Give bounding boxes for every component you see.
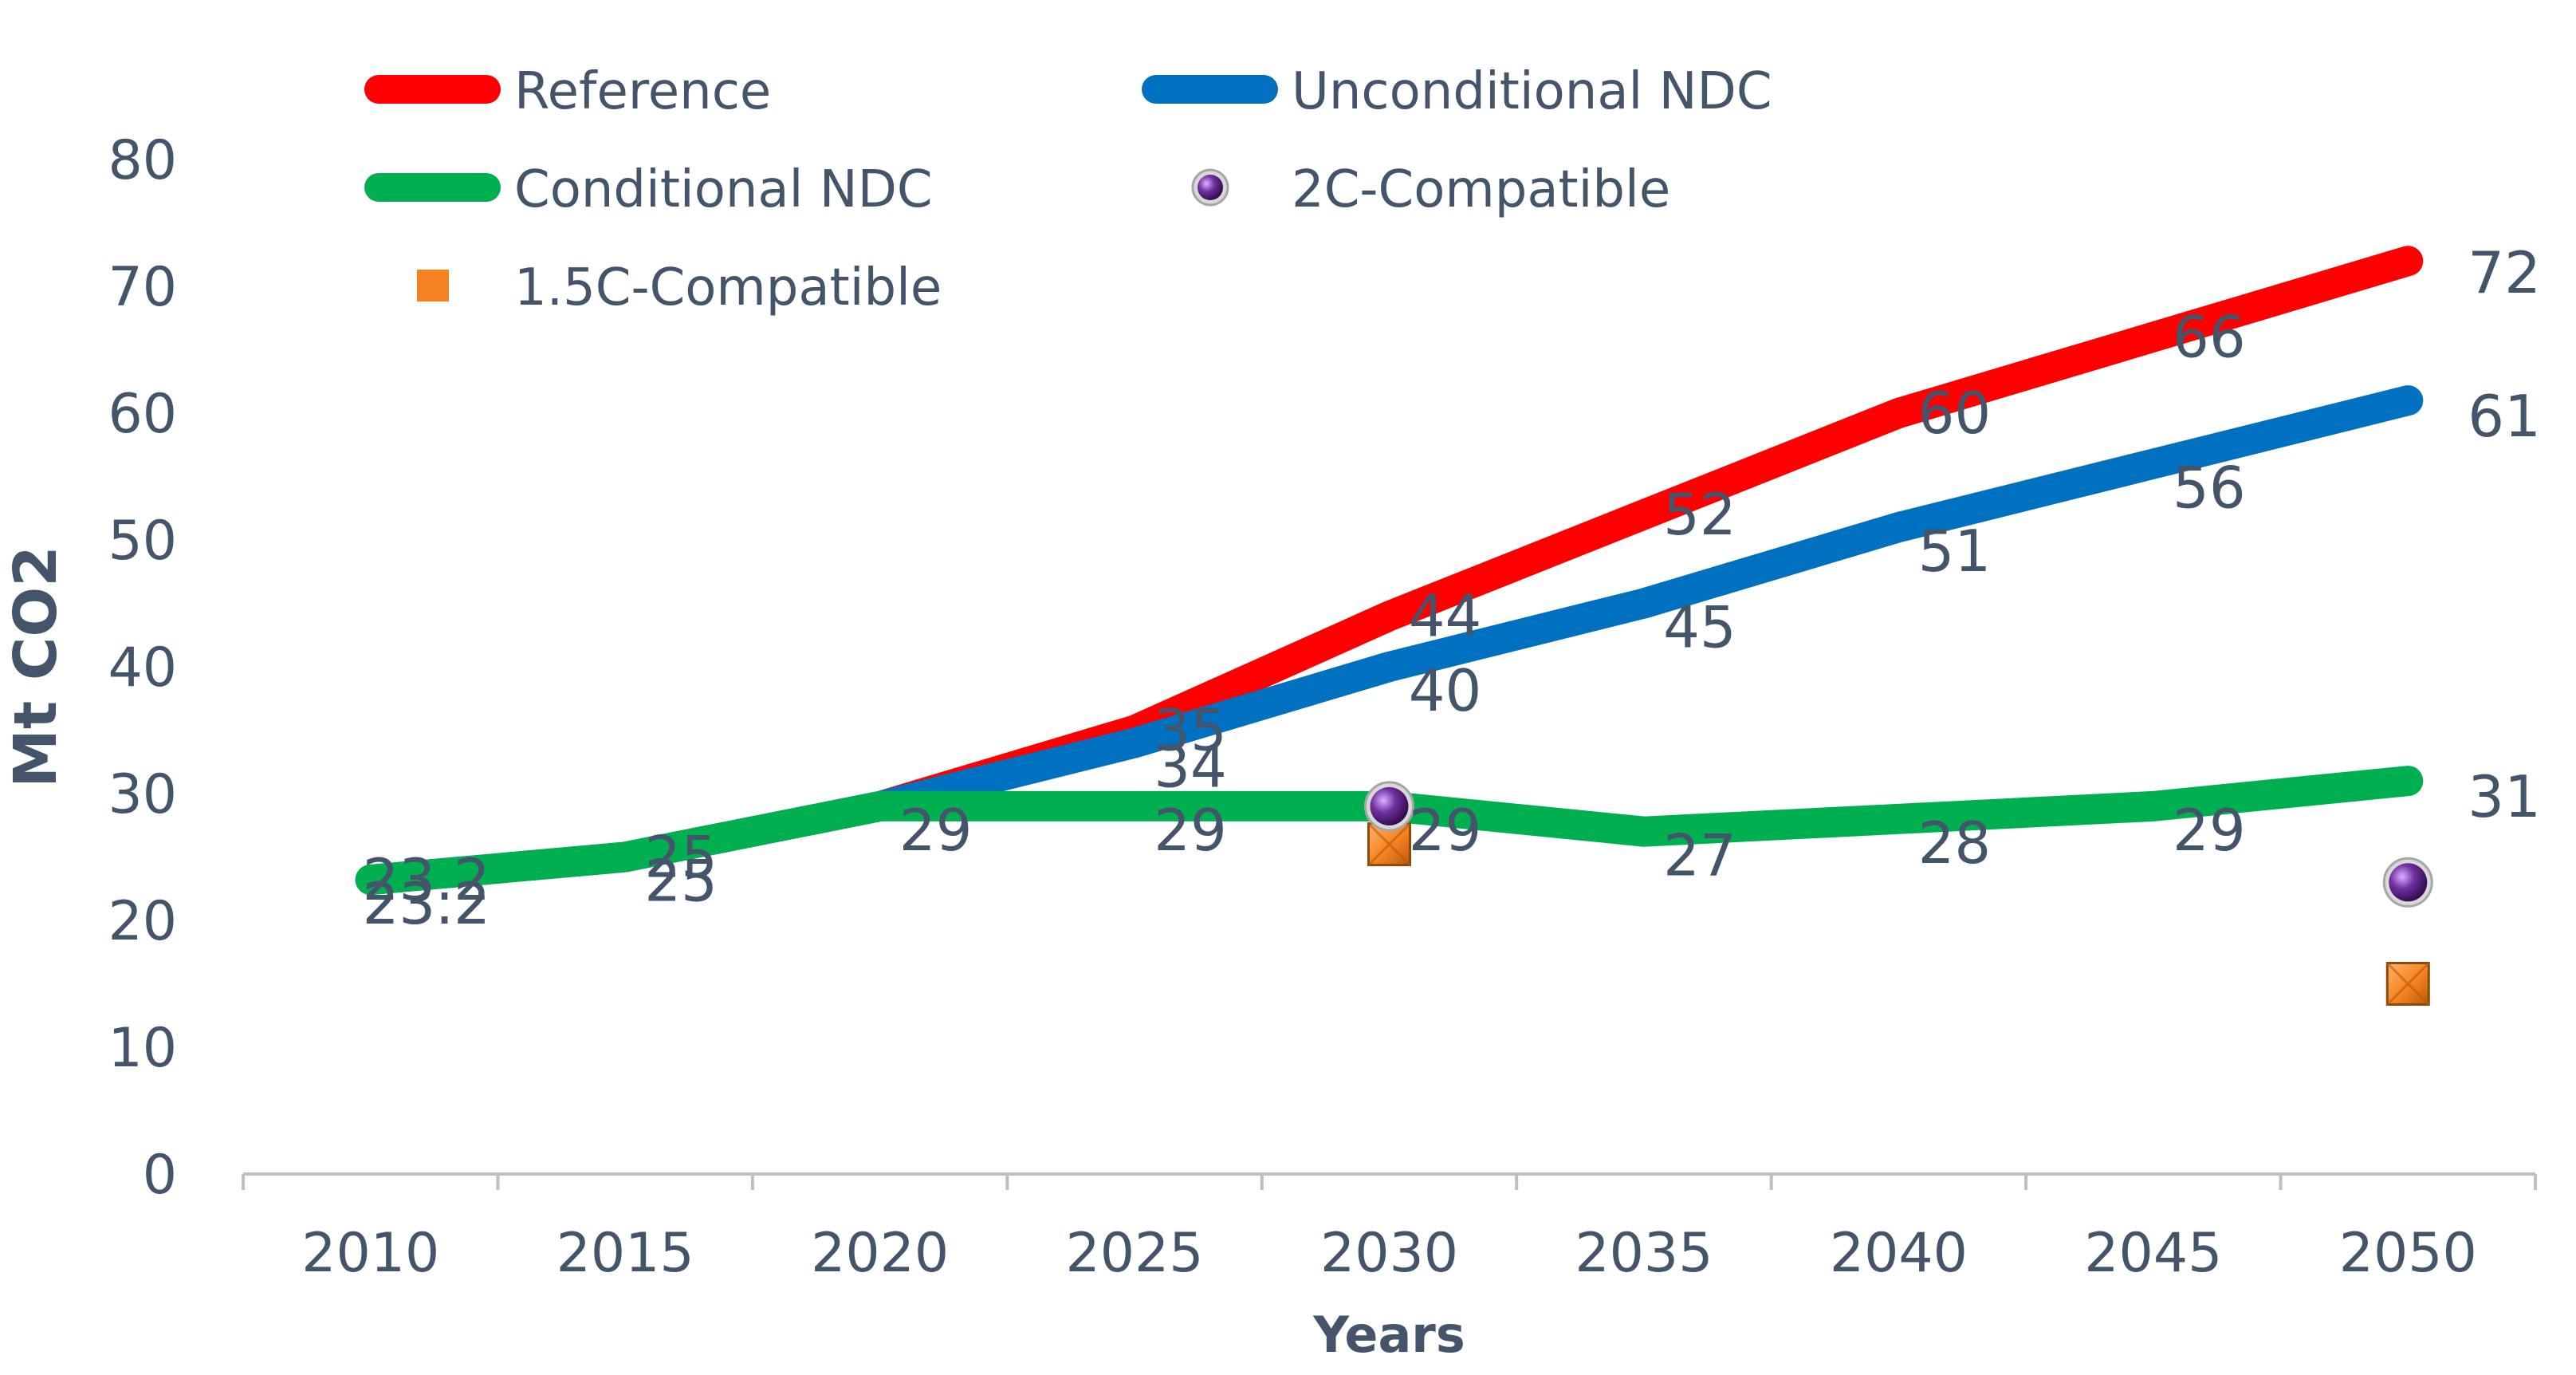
markers-group [1364, 781, 2433, 1006]
data-label: 35 [1154, 697, 1227, 764]
legend-item-unconditional-ndc: Unconditional NDC [1142, 62, 1772, 121]
data-label: 56 [2173, 455, 2246, 522]
marker-2c-compatible [2389, 863, 2428, 902]
data-label: 29 [2173, 797, 2246, 864]
data-label: 60 [1918, 380, 1992, 447]
legend-label: Conditional NDC [514, 160, 933, 219]
data-label: 44 [1409, 582, 1482, 649]
legend-item-conditional-ndc: Conditional NDC [364, 160, 933, 219]
y-tick-label: 40 [108, 636, 177, 699]
legend-label: Unconditional NDC [1292, 62, 1772, 121]
data-label: 25 [644, 848, 718, 915]
data-label: 52 [1663, 481, 1736, 548]
axes-group: 2010 2015 2020 2025 2030 2035 2040 2045 20500102… [2, 129, 2537, 1364]
data-label: 51 [1918, 518, 1992, 585]
legend-label: Reference [514, 62, 771, 121]
y-tick-label: 30 [108, 763, 177, 826]
data-label: 27 [1663, 822, 1736, 889]
marker-1-5c-compatible-bevel [2386, 962, 2430, 1006]
data-label: 40 [1409, 657, 1482, 724]
y-tick-label: 20 [108, 890, 177, 953]
data-label: 72 [2468, 239, 2541, 306]
marker-2c-compatible [1370, 786, 1409, 825]
x-tick-label: 2015 [556, 1222, 694, 1285]
data-label: 61 [2468, 383, 2541, 450]
legend-label: 2C-Compatible [1292, 160, 1670, 219]
legend: Reference Unconditional NDC Conditional ND… [364, 62, 1772, 317]
x-tick-label: 2010 [301, 1222, 439, 1285]
y-tick-label: 80 [108, 129, 177, 192]
y-tick-label: 60 [108, 383, 177, 446]
legend-swatch [417, 270, 449, 301]
x-tick-label: 2040 [1830, 1222, 1968, 1285]
legend-item-reference: Reference [364, 62, 771, 121]
data-label: 29 [1409, 797, 1482, 864]
y-tick-label: 50 [108, 510, 177, 573]
x-tick-label: 2050 [2339, 1222, 2477, 1285]
legend-label: 1.5C-Compatible [514, 258, 942, 317]
x-tick-label: 2045 [2084, 1222, 2222, 1285]
x-tick-label: 2020 [811, 1222, 949, 1285]
data-label: 29 [1154, 797, 1227, 864]
data-label: 31 [2468, 763, 2541, 830]
legend-swatch [1198, 175, 1223, 200]
data-label: 45 [1663, 594, 1736, 661]
y-tick-label: 10 [108, 1017, 177, 1080]
y-tick-label: 70 [108, 256, 177, 319]
y-tick-label: 0 [143, 1144, 177, 1207]
marker-1-5c-compatible-bevel [1367, 822, 1411, 866]
y-axis-title: Mt CO2 [2, 546, 70, 787]
data-label: 66 [2173, 304, 2246, 371]
x-tick-label: 2030 [1320, 1222, 1458, 1285]
data-label: 25 [644, 848, 718, 915]
data-label: 28 [1918, 810, 1992, 877]
data-label: 25 [644, 824, 718, 891]
x-tick-label: 2025 [1066, 1222, 1204, 1285]
legend-item-1-5c-compatible: 1.5C-Compatible [417, 258, 942, 317]
x-axis-title: Years [1312, 1306, 1465, 1364]
data-label: 23.2 [363, 870, 490, 937]
data-label: 29 [899, 797, 973, 864]
data-label: 23.2 [363, 870, 490, 937]
legend-item-2c-compatible: 2C-Compatible [1191, 160, 1670, 219]
data-label: 34 [1154, 733, 1227, 800]
x-tick-label: 2035 [1575, 1222, 1713, 1285]
data-label: 23.2 [363, 846, 490, 913]
